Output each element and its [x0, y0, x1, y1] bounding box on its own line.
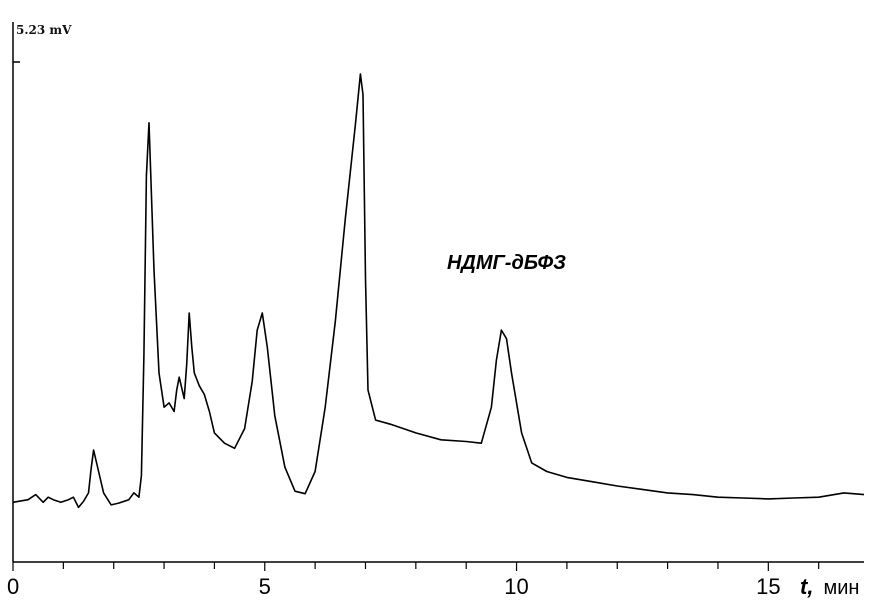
x-tick-label: 15 — [756, 574, 780, 599]
x-axis-label-symbol: t, — [800, 574, 813, 599]
x-axis-label-unit: мин — [823, 577, 859, 599]
y-top-label: 5.23 mV — [16, 23, 72, 37]
x-ticks — [12, 562, 820, 571]
x-tick-label: 5 — [259, 574, 271, 599]
series-line — [12, 73, 865, 509]
x-tick-labels: 0 5 10 15 — [7, 574, 781, 599]
x-tick-label: 0 — [7, 574, 19, 599]
peak-annotation: НДМГ-дБФЗ — [447, 252, 566, 274]
x-axis-label: t, мин — [800, 574, 859, 599]
annotations: НДМГ-дБФЗ — [447, 252, 566, 274]
axes — [12, 22, 864, 563]
x-tick-label: 10 — [504, 574, 528, 599]
